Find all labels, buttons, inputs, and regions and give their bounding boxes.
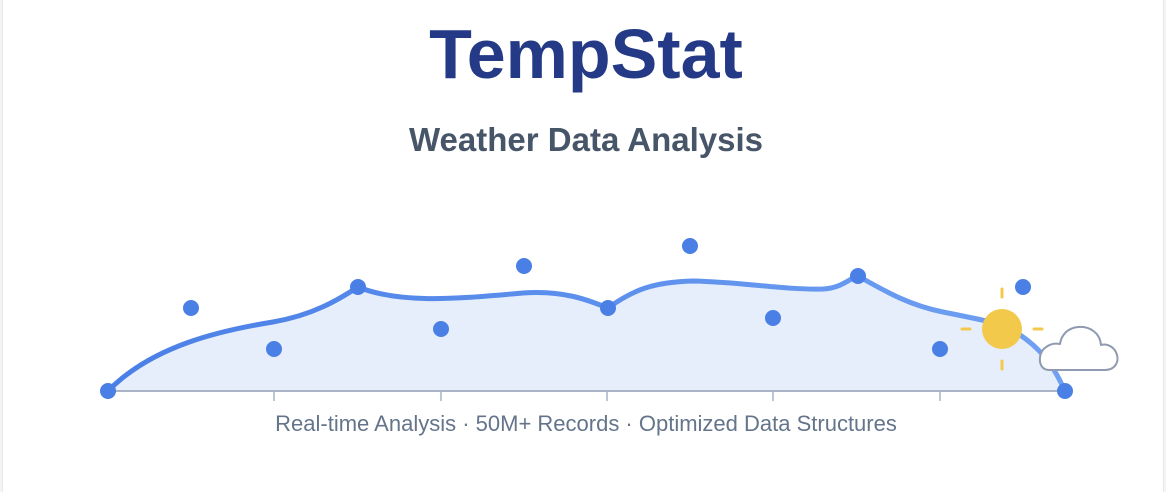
scatter-point (516, 258, 532, 274)
scatter-point (1015, 279, 1031, 295)
scatter-point (932, 341, 948, 357)
curve-point (350, 279, 366, 295)
curve-point (1057, 383, 1073, 399)
curve-point (600, 300, 616, 316)
scatter-point (682, 238, 698, 254)
curve-point (100, 383, 116, 399)
curve-point (850, 268, 866, 284)
scatter-point (765, 310, 781, 326)
scatter-point (183, 300, 199, 316)
scatter-point (266, 341, 282, 357)
scatter-point (433, 321, 449, 337)
sun-icon (960, 287, 1044, 371)
page-title: TempStat (429, 15, 743, 93)
feature-tagline: Real-time Analysis · 50M+ Records · Opti… (275, 411, 897, 436)
cloud-icon (1038, 325, 1119, 371)
axis-ticks (273, 391, 941, 401)
trend-line (105, 273, 1068, 394)
scatter-points (183, 238, 1031, 357)
temperature-illustration (100, 238, 1119, 401)
curve-points (100, 268, 1073, 399)
area-fill (108, 276, 1065, 391)
page-subtitle: Weather Data Analysis (409, 121, 763, 158)
